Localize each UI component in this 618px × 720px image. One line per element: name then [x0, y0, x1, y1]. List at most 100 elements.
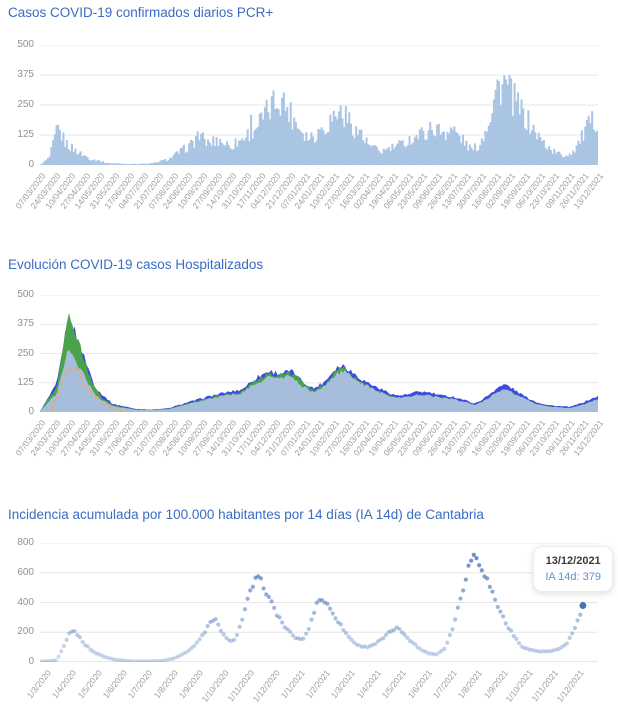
bar [289, 102, 292, 165]
data-dot [570, 631, 575, 636]
bar [96, 159, 99, 165]
data-dot [572, 625, 578, 631]
bar [570, 155, 573, 165]
bar [456, 133, 459, 165]
data-dot [85, 644, 91, 649]
bar [253, 130, 256, 165]
data-dot [125, 658, 130, 662]
data-dot [413, 642, 418, 647]
bar [449, 127, 452, 165]
bar [420, 127, 423, 165]
bar [143, 163, 146, 165]
data-dot [578, 612, 583, 617]
pcr-daily-plot-area[interactable] [40, 45, 598, 165]
bar [391, 143, 394, 165]
data-dot [455, 605, 460, 610]
data-dot [67, 631, 72, 636]
bar [394, 146, 397, 165]
bar [393, 148, 396, 165]
bar [64, 146, 67, 165]
bar [448, 133, 451, 165]
tooltip-date: 13/12/2021 [545, 555, 601, 567]
data-dot [559, 645, 564, 650]
bar [165, 161, 168, 165]
bar [556, 151, 559, 165]
bar [160, 160, 163, 165]
bar [587, 115, 590, 165]
data-dot [431, 652, 436, 657]
bar [312, 136, 315, 165]
data-dot [527, 647, 532, 652]
bar [539, 137, 542, 165]
bar [293, 117, 296, 165]
bar [124, 163, 127, 165]
data-dot [218, 628, 224, 634]
data-dot [176, 654, 181, 659]
bar [141, 163, 144, 165]
data-dot [234, 632, 240, 638]
y-tick-label: 400 [17, 596, 34, 608]
data-dot [495, 604, 500, 610]
data-dot [532, 648, 538, 653]
bar [227, 144, 230, 165]
bar [250, 114, 253, 165]
bar [150, 163, 153, 165]
bar [474, 143, 477, 165]
bar [74, 148, 77, 165]
data-dot [474, 556, 479, 561]
bar [579, 143, 582, 165]
bar [424, 139, 427, 165]
bar [262, 119, 265, 165]
hospitalized-plot-area[interactable] [40, 295, 598, 412]
data-dot [402, 632, 407, 637]
bar [399, 141, 402, 165]
bar [387, 147, 390, 165]
bar [112, 163, 115, 165]
data-dot [141, 659, 146, 662]
data-dot [160, 658, 165, 662]
bar [410, 144, 413, 165]
bar [560, 154, 563, 165]
last-data-dot[interactable] [579, 602, 587, 610]
bar [210, 145, 213, 165]
bar [52, 140, 55, 165]
bar [362, 140, 365, 165]
data-dot [471, 552, 476, 557]
bar [444, 139, 447, 165]
data-dot [162, 658, 168, 662]
bar [191, 140, 194, 165]
chart-title-pcr-daily: Casos COVID-19 confirmados diarios PCR+ [8, 5, 274, 20]
bar [467, 150, 470, 165]
data-dot [69, 629, 75, 634]
bar [491, 113, 494, 165]
data-dot [208, 619, 213, 625]
bar [451, 129, 454, 165]
data-dot [226, 638, 232, 643]
bar [553, 148, 556, 165]
data-dot [115, 657, 120, 662]
data-dot [88, 647, 93, 652]
bar [487, 125, 490, 165]
data-dot [391, 627, 397, 633]
data-dot [64, 637, 69, 643]
bar [437, 123, 440, 165]
bar [368, 145, 371, 165]
bar [542, 140, 545, 165]
bar [325, 132, 328, 165]
data-dot [511, 634, 516, 639]
bar [248, 141, 251, 165]
bar [270, 96, 273, 165]
bar [151, 163, 154, 165]
data-dot [96, 652, 101, 657]
ia14d-plot-area[interactable] [40, 543, 598, 662]
bar [215, 137, 218, 165]
bar [375, 146, 378, 165]
data-dot [136, 659, 141, 662]
bar [91, 160, 94, 165]
bar [100, 162, 103, 165]
bar [58, 130, 61, 165]
data-dot [232, 637, 237, 642]
bar [324, 134, 327, 165]
bar [585, 119, 588, 165]
bar [110, 163, 113, 165]
